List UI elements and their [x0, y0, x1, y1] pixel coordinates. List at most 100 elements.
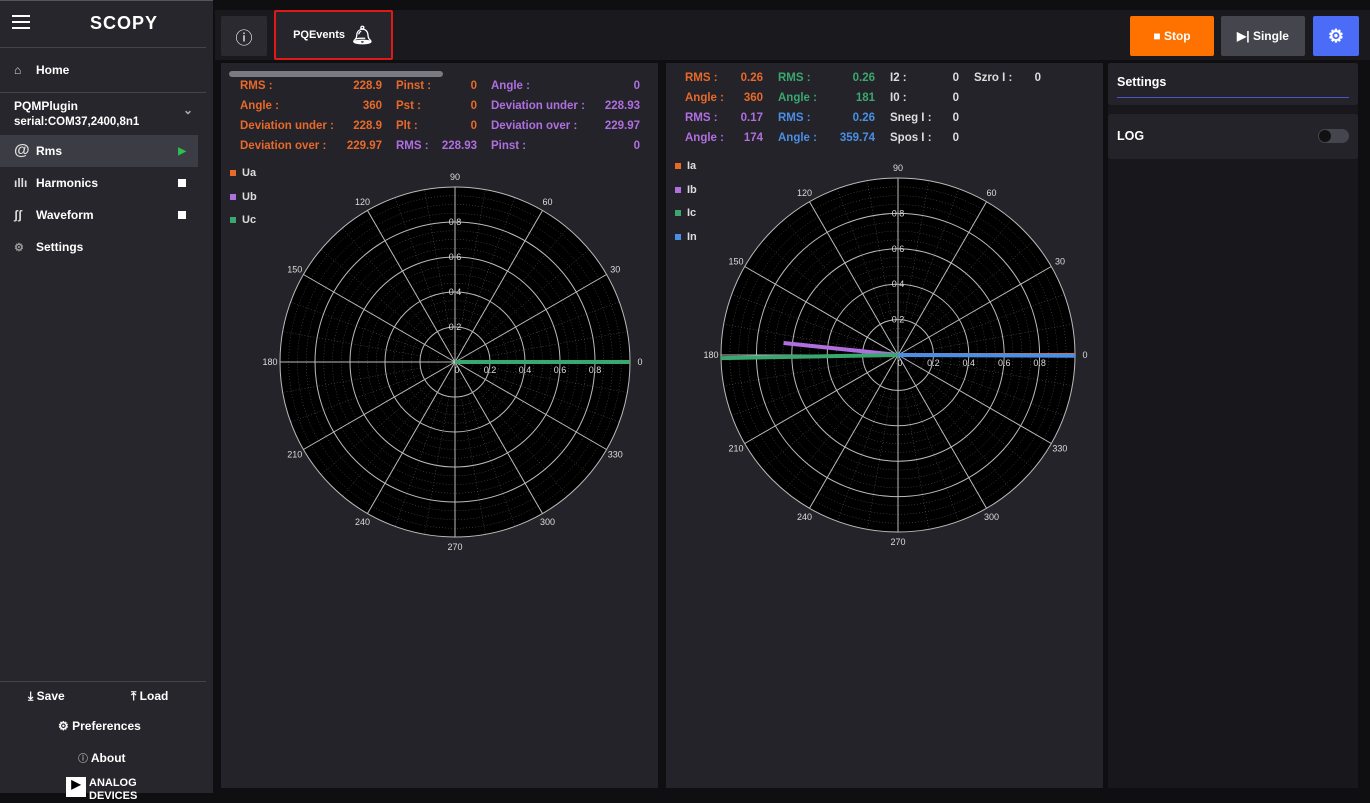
device-name: PQMPlugin: [14, 99, 78, 113]
metric-label: Sneg I :: [890, 112, 932, 124]
radial-tick-label: 0.2: [927, 358, 940, 368]
stop-button[interactable]: ■ Stop: [1130, 16, 1214, 56]
angle-tick-label: 0: [637, 357, 642, 367]
metric-label: RMS :: [685, 112, 718, 124]
angle-tick-label: 150: [729, 257, 744, 267]
metric-value: 0: [952, 132, 959, 144]
legend-swatch: [230, 217, 236, 223]
angle-tick-label: 300: [984, 512, 999, 522]
metric-value: 360: [362, 100, 382, 112]
metric-value: 174: [743, 132, 763, 144]
menu-icon[interactable]: [12, 15, 30, 29]
voltage-col3: Angle : 0 Deviation under : 228.93 Deviation…: [491, 78, 640, 154]
sidebar-home[interactable]: ⌂ Home: [0, 54, 198, 86]
stop-icon: ■: [1153, 29, 1164, 43]
angle-tick-label: 330: [1052, 444, 1067, 454]
legend-item[interactable]: Ia: [675, 160, 696, 172]
legend-label: Uc: [242, 214, 257, 226]
metric-label: Pinst :: [491, 140, 527, 152]
legend-label: Ib: [687, 183, 697, 196]
metric-value: 360: [743, 92, 763, 104]
harmonics-label: Harmonics: [36, 176, 99, 190]
grid-spoke: [897, 354, 1052, 444]
minor-grid-spoke: [924, 377, 1034, 469]
stop-label: Stop: [1163, 29, 1191, 43]
angle-tick-label: 30: [1055, 257, 1065, 267]
metric-label: Pst :: [396, 100, 421, 112]
play-icon[interactable]: ▶: [178, 145, 186, 157]
metric-value: 228.93: [441, 140, 477, 152]
sidebar-item-harmonics[interactable]: ıllı Harmonics: [0, 167, 198, 199]
metric-value: 0: [952, 72, 959, 84]
legend-swatch: [675, 163, 681, 169]
metric-value: 0: [1034, 72, 1041, 84]
current-col1: RMS : 0.26 Angle : 360 RMS : 0.17 Angle : 174: [685, 70, 763, 146]
radial-tick-label: 0.4: [963, 358, 976, 368]
preferences-button[interactable]: ⚙ Preferences: [58, 719, 141, 733]
metric-value: 0.26: [852, 112, 875, 124]
stop-square-icon[interactable]: [178, 211, 186, 219]
grid-spoke: [454, 361, 543, 514]
gear-icon: ⚙: [58, 719, 69, 733]
analog-devices-logo: ▶ ANALOG DEVICES: [66, 777, 139, 803]
single-button[interactable]: ▶| Single: [1221, 16, 1305, 56]
legend-swatch: [675, 233, 681, 240]
divider: [1117, 97, 1349, 98]
metric-value: 0.17: [740, 112, 763, 124]
metric-label: Plt :: [396, 120, 418, 132]
legend-item[interactable]: Ua: [230, 167, 256, 179]
sidebar-item-waveform[interactable]: ʃʃ Waveform: [0, 199, 198, 231]
grid-spoke: [367, 210, 456, 363]
pqevents-button[interactable]: PQEvents 🔔︎: [274, 10, 393, 60]
grid-spoke: [744, 266, 899, 356]
step-icon: ▶|: [1237, 29, 1253, 43]
metric-value: 229.97: [604, 120, 640, 132]
current-col3: I2 : 0 I0 : 0 Sneg I : 0 Spos I : 0: [890, 70, 959, 146]
log-toggle[interactable]: [1318, 129, 1349, 143]
stop-square-icon[interactable]: [178, 179, 186, 187]
metric-label: Szro I :: [974, 72, 1013, 84]
minor-grid-spoke: [903, 389, 929, 530]
metric-label: Deviation over :: [491, 120, 578, 132]
voltage-panel: RMS : 228.9 Angle : 360 Deviation under : 228…: [221, 63, 658, 788]
legend-item[interactable]: Ub: [230, 191, 257, 203]
home-label: Home: [36, 63, 70, 77]
metric-value: 181: [855, 92, 875, 104]
angle-tick-label: 240: [355, 517, 370, 527]
legend-label: Ua: [242, 167, 257, 179]
radial-tick-label: 0.2: [484, 365, 497, 375]
voltage-col1: RMS : 228.9 Angle : 360 Deviation under : 228…: [240, 78, 382, 154]
current-polar-chart: 0 30 60 90 120 150 180 210 240 270 300 330 0 0.2 0.2 0.…: [703, 163, 1087, 547]
sidebar-item-rms[interactable]: @ Rms ▶: [0, 135, 198, 167]
sidebar: SCOPY ⌂ Home PQMPlugin serial:COM37,2400,…: [0, 0, 213, 802]
legend-item[interactable]: In: [675, 231, 697, 243]
log-label: LOG: [1117, 129, 1145, 143]
radial-tick-label: 0.6: [554, 365, 567, 375]
angle-tick-label: 210: [287, 450, 302, 460]
legend-item[interactable]: Uc: [230, 214, 256, 226]
settings-side: Settings LOG: [1108, 63, 1358, 788]
info-button[interactable]: ⓘ: [221, 16, 267, 56]
save-button[interactable]: ⤓ Save: [28, 689, 65, 704]
legend-item[interactable]: Ic: [675, 207, 696, 219]
radial-tick-label: 0.8: [892, 208, 905, 218]
load-button[interactable]: ⤒ Load: [131, 689, 168, 704]
rms-label: Rms: [36, 144, 63, 158]
metric-value: 0: [470, 120, 477, 132]
scrollbar[interactable]: [229, 71, 443, 77]
chevron-down-icon[interactable]: ⌄: [183, 103, 194, 117]
settings-title: Settings: [1117, 75, 1167, 89]
legend-item[interactable]: Ib: [675, 184, 697, 196]
grid-spoke: [303, 361, 456, 450]
grid-spoke: [809, 354, 899, 509]
angle-tick-label: 270: [890, 537, 905, 547]
metric-value: 229.97: [346, 140, 382, 152]
phasor-ib: [783, 340, 899, 357]
metric-value: 0: [633, 140, 640, 152]
minor-grid-spoke: [931, 366, 1065, 416]
phasor-in: [897, 353, 1076, 358]
settings-gear-button[interactable]: ⚙: [1313, 16, 1359, 56]
about-button[interactable]: ⓘ About: [78, 750, 126, 765]
metric-label: Angle :: [778, 132, 817, 144]
sidebar-item-settings[interactable]: ⚙ Settings: [0, 231, 198, 263]
